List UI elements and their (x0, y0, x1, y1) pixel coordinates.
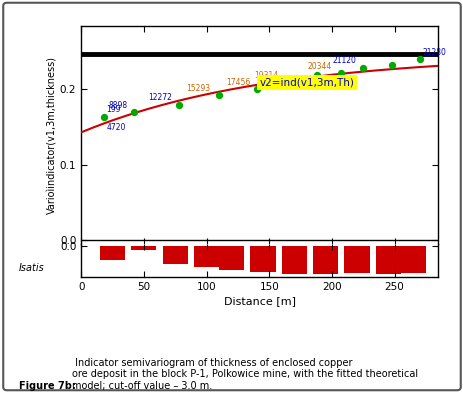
Bar (131, 246, 156, 250)
Point (100, 114, 107, 120)
Bar (100, 246, 125, 260)
Text: 199: 199 (106, 105, 121, 114)
Bar (400, 246, 425, 274)
Text: v2=ind(v1,3m,Th): v2=ind(v1,3m,Th) (259, 78, 353, 88)
Point (215, 92, 222, 98)
Point (130, 109, 137, 115)
Text: Indicator semivariogram of thickness of enclosed copper
ore deposit in the block: Indicator semivariogram of thickness of … (72, 358, 417, 391)
Point (336, 70, 344, 76)
Point (175, 101, 182, 108)
Text: 17456: 17456 (225, 77, 250, 86)
Text: 20344: 20344 (307, 62, 331, 71)
Point (359, 64, 366, 71)
Bar (375, 246, 400, 274)
Point (313, 72, 320, 78)
Bar (313, 246, 338, 274)
Text: 21120: 21120 (332, 57, 356, 66)
Text: 4720: 4720 (106, 123, 125, 132)
Y-axis label: Varioìindicator(v1,3m,thickness): Varioìindicator(v1,3m,thickness) (47, 55, 57, 214)
Bar (250, 246, 275, 272)
Bar (219, 246, 244, 270)
Bar (163, 246, 188, 264)
Text: Figure 7b:: Figure 7b: (19, 381, 75, 391)
Text: 15293: 15293 (185, 84, 209, 93)
Text: 21280: 21280 (421, 48, 445, 57)
Text: 8898: 8898 (109, 101, 128, 110)
X-axis label: Distance [m]: Distance [m] (223, 296, 295, 306)
Point (280, 79, 288, 85)
Bar (344, 246, 369, 274)
Bar (194, 246, 219, 266)
Text: 12272: 12272 (148, 94, 172, 102)
Point (415, 56, 422, 62)
Text: 19314: 19314 (253, 71, 277, 80)
Point (252, 86, 260, 92)
Text: Isatis: Isatis (19, 263, 44, 273)
Bar (281, 246, 306, 274)
FancyBboxPatch shape (3, 3, 460, 390)
Point (388, 62, 395, 68)
